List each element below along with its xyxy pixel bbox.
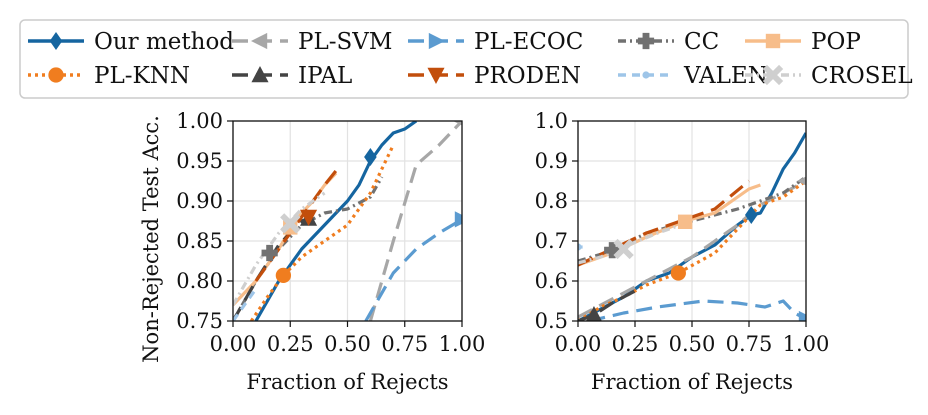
y-tick-label: 0.95 [176, 149, 223, 173]
x-axis-label: Fraction of Rejects [246, 370, 448, 394]
y-tick-label: 0.7 [535, 229, 568, 253]
series-marker-cc [604, 242, 621, 259]
series-line-ipal [578, 289, 636, 321]
y-tick-label: 0.80 [176, 269, 223, 293]
y-tick-label: 1.0 [535, 109, 568, 133]
x-tick-label: 0.25 [612, 332, 659, 356]
legend-label-proden: PRODEN [474, 63, 581, 89]
legend-marker-proden [427, 67, 445, 84]
series-marker-ours [364, 148, 377, 166]
series-marker-plecoc [798, 310, 806, 321]
legend-label-pop: POP [811, 29, 861, 55]
legend-item-pop: POP [745, 29, 861, 55]
legend-marker-plknn [48, 67, 64, 83]
legend-label-crosel: CROSEL [811, 63, 913, 89]
legend-marker-plsvm [251, 32, 268, 50]
legend-item-proden: PRODEN [408, 63, 581, 89]
legend-item-ours: Our method [28, 29, 234, 55]
series-line-ours [254, 121, 418, 321]
axes-frame [232, 120, 463, 322]
legend-item-valen: VALEN [618, 63, 768, 89]
series-marker-plecoc [454, 211, 462, 228]
series-marker-valen [578, 243, 582, 251]
series-marker-proden [300, 209, 318, 226]
x-tick-label: 0.75 [381, 332, 428, 356]
legend-label-plecoc: PL-ECOC [474, 29, 583, 55]
y-tick-label: 1.00 [176, 109, 223, 133]
chart-panel-right: 0.00 0.25 0.50 0.75 1.00 0.5 0.6 0.7 0.8 0.9 1.0 Fr… [535, 109, 830, 394]
legend-marker-ours [49, 32, 63, 50]
series-line-plecoc [364, 218, 462, 321]
series-line-plecoc [589, 299, 806, 321]
series-marker-cc [261, 244, 278, 262]
legend-label-valen: VALEN [683, 63, 768, 89]
series-marker-ipal [586, 306, 602, 321]
y-tick-label: 0.90 [176, 189, 223, 213]
series-line-plknn [249, 144, 395, 321]
series-line-plsvm [578, 179, 806, 319]
x-tick-label: 0.00 [210, 332, 257, 356]
y-tick-label: 0.75 [176, 309, 223, 333]
y-tick-label: 0.85 [176, 229, 223, 253]
series-marker-plknn [670, 265, 686, 281]
plot-area [578, 132, 806, 321]
legend-label-ipal: IPAL [298, 63, 352, 89]
x-tick-label: 0.75 [726, 332, 773, 356]
legend: Our method PL-SVM PL-ECOC CC POP PL-KNN IPAL PR… [19, 19, 913, 99]
series-marker-plsvm [453, 121, 462, 126]
legend-label-plsvm: PL-SVM [298, 29, 392, 55]
series-line-proden [578, 179, 751, 267]
y-tick-label: 0.5 [535, 309, 568, 333]
x-tick-label: 0.00 [555, 332, 602, 356]
y-tick-label: 0.6 [535, 269, 568, 293]
x-tick-label: 1.00 [439, 332, 486, 356]
series-line-plknn [578, 179, 806, 321]
legend-marker-valen [642, 71, 650, 79]
legend-marker-plecoc [428, 32, 445, 50]
x-tick-label: 1.00 [783, 332, 830, 356]
series-marker-plknn [275, 267, 292, 284]
series-marker-pop [677, 214, 693, 229]
legend-marker-ipal [251, 66, 269, 83]
series-marker-crosel [280, 213, 301, 234]
chart-panel-left: 0.00 0.25 0.50 0.75 1.00 0.75 0.80 0.85 0.90 0.95… [139, 109, 485, 394]
series-line-valen [233, 288, 258, 321]
legend-item-cc: CC [618, 29, 719, 55]
y-tick-label: 0.9 [535, 149, 568, 173]
legend-label-plknn: PL-KNN [94, 63, 190, 89]
plot-area [233, 121, 462, 321]
x-tick-label: 0.50 [324, 332, 371, 356]
legend-label-ours: Our method [94, 29, 234, 55]
y-axis-label: Non-Rejected Test Acc. [139, 115, 163, 363]
legend-label-cc: CC [684, 29, 719, 55]
series-marker-crosel [613, 238, 634, 260]
y-tick-label: 0.8 [535, 189, 568, 213]
legend-item-plknn: PL-KNN [28, 63, 190, 89]
x-axis-label: Fraction of Rejects [591, 370, 793, 394]
series-marker-ours [744, 206, 758, 224]
legend-marker-pop [765, 33, 781, 49]
legend-item-ipal: IPAL [232, 63, 352, 89]
series-line-plsvm [368, 121, 462, 321]
legend-item-crosel: CROSEL [745, 63, 913, 89]
x-tick-label: 0.25 [267, 332, 314, 356]
legend-item-plecoc: PL-ECOC [408, 29, 583, 55]
axes-frame [577, 120, 807, 322]
x-tick-label: 0.50 [669, 332, 716, 356]
legend-item-plsvm: PL-SVM [232, 29, 392, 55]
series-line-cc [233, 176, 384, 321]
series-marker-plsvm [797, 176, 806, 186]
gridlines [232, 120, 463, 322]
legend-marker-cc [637, 32, 655, 50]
legend-marker-crosel [762, 64, 784, 86]
